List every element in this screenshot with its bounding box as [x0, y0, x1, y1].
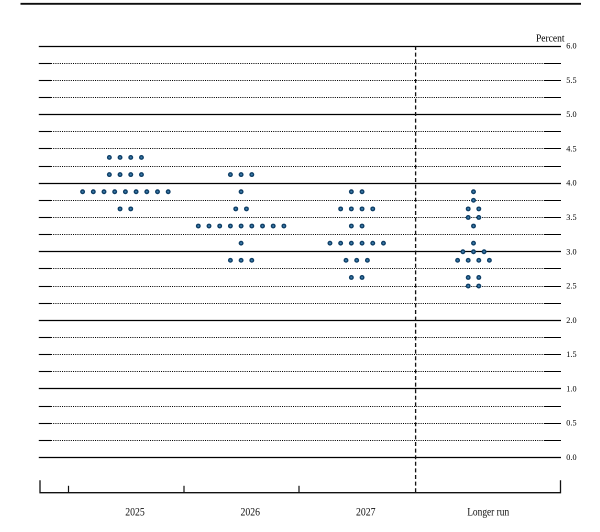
svg-text:Percent: Percent	[536, 32, 565, 44]
svg-text:5.0: 5.0	[566, 110, 576, 119]
svg-text:2027: 2027	[356, 505, 376, 519]
svg-text:2.0: 2.0	[566, 316, 576, 325]
svg-text:3.5: 3.5	[566, 213, 576, 222]
svg-text:5.5: 5.5	[566, 76, 576, 85]
svg-text:1.0: 1.0	[566, 384, 576, 393]
svg-text:0.5: 0.5	[566, 419, 576, 428]
svg-text:3.0: 3.0	[566, 247, 576, 256]
svg-text:4.5: 4.5	[566, 144, 576, 153]
svg-text:2025: 2025	[125, 505, 145, 519]
svg-text:2026: 2026	[240, 505, 260, 519]
svg-text:4.0: 4.0	[566, 179, 576, 188]
svg-text:1.5: 1.5	[566, 350, 576, 359]
svg-text:6.0: 6.0	[566, 42, 576, 51]
svg-text:2.5: 2.5	[566, 282, 576, 291]
svg-text:0.0: 0.0	[566, 453, 576, 462]
svg-text:Longer run: Longer run	[467, 505, 509, 519]
